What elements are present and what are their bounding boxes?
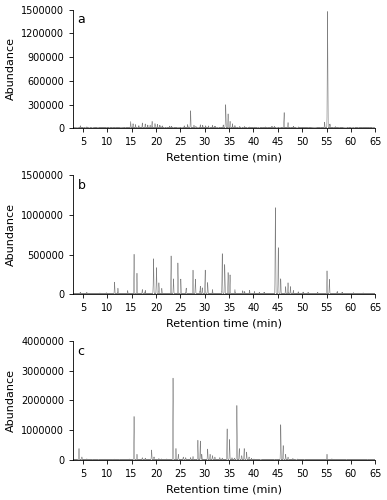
X-axis label: Retention time (min): Retention time (min) — [166, 153, 282, 163]
Text: a: a — [78, 13, 86, 26]
X-axis label: Retention time (min): Retention time (min) — [166, 318, 282, 328]
Y-axis label: Abundance: Abundance — [5, 203, 15, 266]
Y-axis label: Abundance: Abundance — [5, 38, 15, 100]
Text: c: c — [78, 344, 85, 358]
Text: b: b — [78, 179, 86, 192]
X-axis label: Retention time (min): Retention time (min) — [166, 484, 282, 494]
Y-axis label: Abundance: Abundance — [5, 369, 15, 432]
